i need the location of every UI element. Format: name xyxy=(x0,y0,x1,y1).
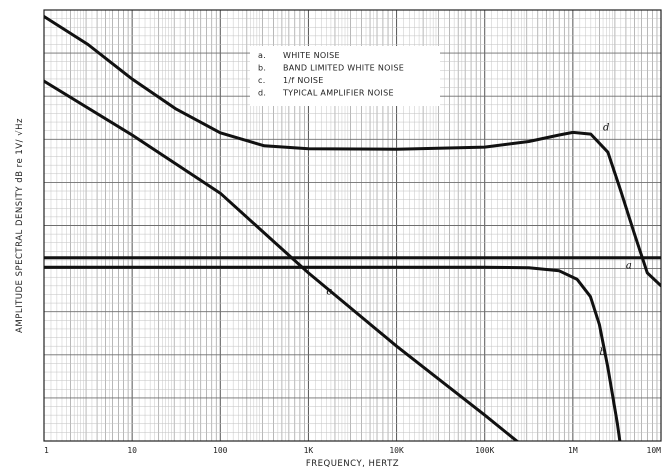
curve-label-b: b xyxy=(599,347,605,358)
legend-key: c. xyxy=(258,76,266,85)
y-axis-title: AMPLITUDE SPECTRAL DENSITY dB re 1V/ √Hz xyxy=(15,118,25,333)
x-tick-label: 100 xyxy=(213,446,228,455)
x-tick-label: 1M xyxy=(568,446,578,455)
x-axis-title: FREQUENCY, HERTZ xyxy=(306,459,399,469)
x-tick-label: 10K xyxy=(389,446,404,455)
legend-label: 1/f NOISE xyxy=(283,76,324,85)
legend-label: TYPICAL AMPLIFIER NOISE xyxy=(282,89,394,98)
x-tick-label: 10 xyxy=(127,446,137,455)
curve-label-a: a xyxy=(626,261,632,272)
x-tick-label: 1 xyxy=(44,446,49,455)
legend-key: d. xyxy=(258,89,266,98)
legend-key: a. xyxy=(258,51,266,60)
x-tick-label: 100K xyxy=(475,446,494,455)
legend-label: WHITE NOISE xyxy=(283,51,340,60)
curve-label-d: d xyxy=(603,123,609,134)
plot-frame xyxy=(43,9,662,442)
legend-label: BAND LIMITED WHITE NOISE xyxy=(283,64,404,73)
series-line-c xyxy=(44,79,520,441)
series-group xyxy=(44,15,661,441)
curve-labels: a b c d xyxy=(326,123,632,358)
curve-label-c: c xyxy=(326,286,332,297)
legend-box xyxy=(250,46,440,106)
x-tick-label: 1K xyxy=(304,446,314,455)
series-line-b xyxy=(44,265,622,441)
x-axis-tick-labels: 1 10 100 1K 10K 100K 1M 10M xyxy=(44,446,661,455)
legend: a. WHITE NOISE b. BAND LIMITED WHITE NOISE c… xyxy=(250,46,440,106)
series-line-d xyxy=(44,15,661,288)
legend-key: b. xyxy=(258,64,266,73)
x-tick-label: 10M xyxy=(647,446,662,455)
